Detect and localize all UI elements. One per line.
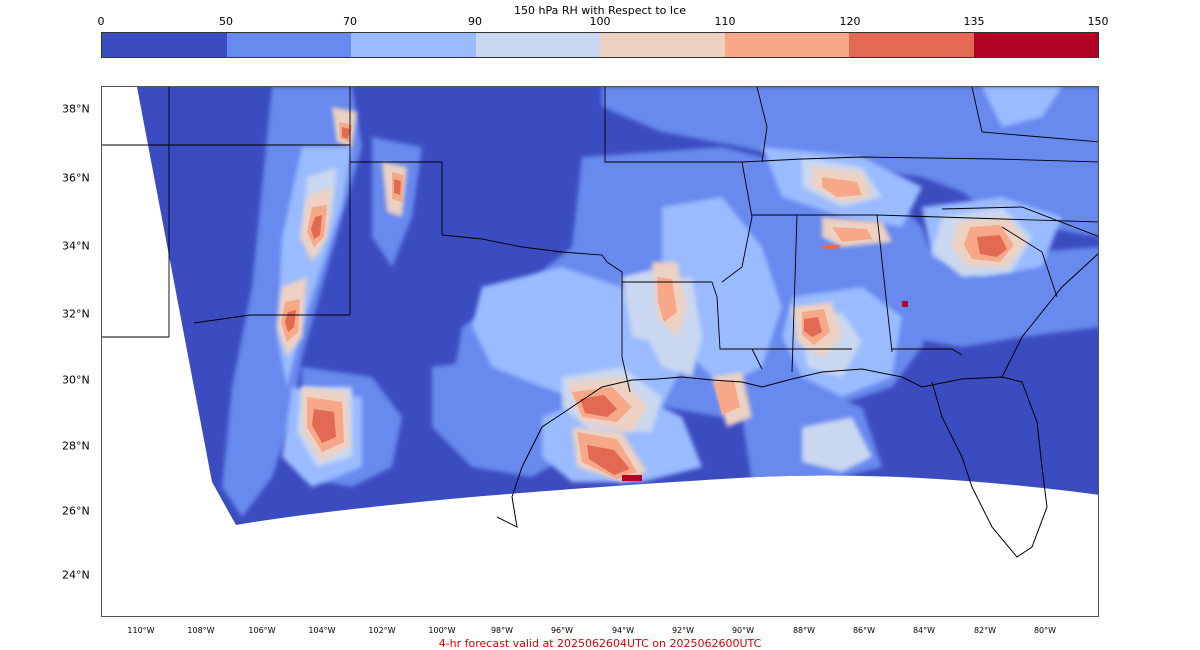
lon-label: 110°W bbox=[127, 626, 155, 635]
lon-label: 98°W bbox=[490, 626, 514, 635]
lon-label: 90°W bbox=[731, 626, 755, 635]
lon-label: 86°W bbox=[852, 626, 876, 635]
colorbar bbox=[101, 32, 1099, 58]
colorbar-segment bbox=[475, 33, 600, 57]
colorbar-tick: 135 bbox=[963, 15, 985, 28]
colorbar-segment bbox=[102, 33, 227, 57]
lon-label: 104°W bbox=[308, 626, 336, 635]
colorbar-tick: 50 bbox=[219, 15, 233, 28]
colorbar-tick: 120 bbox=[839, 15, 861, 28]
lat-label: 26°N bbox=[62, 504, 90, 518]
lon-label: 82°W bbox=[973, 626, 997, 635]
lon-label: 84°W bbox=[912, 626, 936, 635]
colorbar-tick: 70 bbox=[343, 15, 357, 28]
colorbar-title: 150 hPa RH with Respect to Ice bbox=[514, 4, 686, 17]
lon-label: 88°W bbox=[792, 626, 816, 635]
lon-label: 106°W bbox=[248, 626, 276, 635]
lon-label: 108°W bbox=[187, 626, 215, 635]
lon-label: 102°W bbox=[368, 626, 396, 635]
lat-label: 32°N bbox=[62, 307, 90, 321]
state-borders bbox=[102, 87, 1098, 393]
lat-label: 30°N bbox=[62, 373, 90, 387]
lon-label: 94°W bbox=[611, 626, 635, 635]
map-panel bbox=[101, 86, 1099, 617]
colorbar-segment bbox=[226, 33, 351, 57]
rh-contours bbox=[222, 87, 1098, 517]
lon-label: 92°W bbox=[671, 626, 695, 635]
lat-label: 38°N bbox=[62, 102, 90, 116]
colorbar-segment bbox=[351, 33, 476, 57]
colorbar-segment bbox=[973, 33, 1098, 57]
colorbar-segment bbox=[600, 33, 725, 57]
lat-label: 28°N bbox=[62, 439, 90, 453]
map-svg bbox=[102, 87, 1098, 558]
forecast-caption: 4-hr forecast valid at 2025062604UTC on … bbox=[438, 637, 762, 650]
lon-label: 96°W bbox=[550, 626, 574, 635]
colorbar-segment bbox=[724, 33, 849, 57]
lat-label: 34°N bbox=[62, 239, 90, 253]
colorbar-segment bbox=[849, 33, 974, 57]
colorbar-tick: 0 bbox=[97, 15, 105, 28]
lat-label: 36°N bbox=[62, 171, 90, 185]
colorbar-tick: 150 bbox=[1087, 15, 1109, 28]
coastline bbox=[496, 253, 1098, 558]
colorbar-tick: 90 bbox=[468, 15, 482, 28]
lat-label: 24°N bbox=[62, 568, 90, 582]
lon-label: 100°W bbox=[428, 626, 456, 635]
colorbar-tick: 110 bbox=[714, 15, 736, 28]
colorbar-tick: 100 bbox=[589, 15, 611, 28]
lon-label: 80°W bbox=[1033, 626, 1057, 635]
